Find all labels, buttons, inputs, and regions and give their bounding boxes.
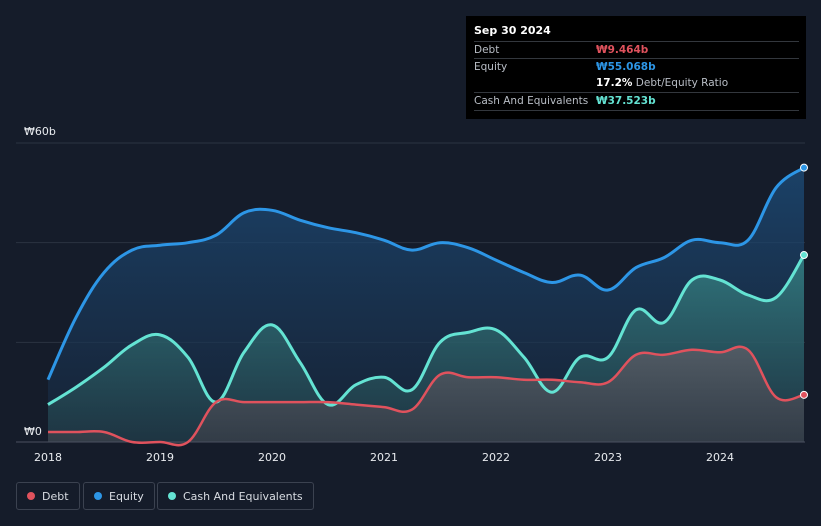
legend-debt-label: Debt [42,489,69,503]
legend-equity-label: Equity [109,489,144,503]
tooltip-cash-row: Cash And Equivalents ₩37.523b [474,92,799,111]
tooltip-ratio-label: Debt/Equity Ratio [635,77,729,89]
x-tick-label: 2021 [370,451,398,464]
tooltip-cash-label: Cash And Equivalents [474,95,589,107]
tooltip-debt-row: Debt ₩9.464b [474,41,799,59]
legend-cash-button[interactable]: Cash And Equivalents [157,482,314,510]
series-endpoints [800,163,808,399]
debt-legend-dot-icon [27,492,35,500]
cash-legend-dot-icon [168,492,176,500]
eq-endpoint-dot [800,163,808,172]
y-label-top: ₩60b [24,125,56,138]
tooltip-cash-value: ₩37.523b [596,95,656,107]
equity-legend-dot-icon [94,492,102,500]
tooltip-equity-label: Equity [474,61,508,73]
x-tick-label: 2018 [34,451,62,464]
x-tick-label: 2022 [482,451,510,464]
equity-line [46,166,805,381]
legend-equity-button[interactable]: Equity [83,482,155,510]
debt-area [48,346,804,446]
x-tick-label: 2024 [706,451,734,464]
tooltip-equity-value: ₩55.068b [596,61,656,73]
legend-cash-label: Cash And Equivalents [183,489,303,503]
tooltip-ratio-row: 17.2% Debt/Equity Ratio [474,75,799,92]
x-tick-label: 2020 [258,451,286,464]
cash-line [47,254,806,407]
tooltip-ratio-value: 17.2% [596,77,633,89]
tooltip-panel: Sep 30 2024 Debt ₩9.464b Equity ₩55.068b… [466,16,806,119]
debt-line [47,345,805,447]
y-label-zero: ₩0 [24,425,42,438]
legend-debt-button[interactable]: Debt [16,482,80,510]
cash-endpoint-dot [800,251,808,260]
tooltip-ratio: 17.2% Debt/Equity Ratio [596,77,728,89]
debt-endpoint-dot [800,390,808,399]
x-tick-label: 2019 [146,451,174,464]
tooltip-debt-label: Debt [474,44,500,56]
tooltip-date: Sep 30 2024 [474,24,551,37]
tooltip-debt-value: ₩9.464b [596,44,649,56]
tooltip-equity-row: Equity ₩55.068b [474,58,799,76]
x-tick-label: 2023 [594,451,622,464]
